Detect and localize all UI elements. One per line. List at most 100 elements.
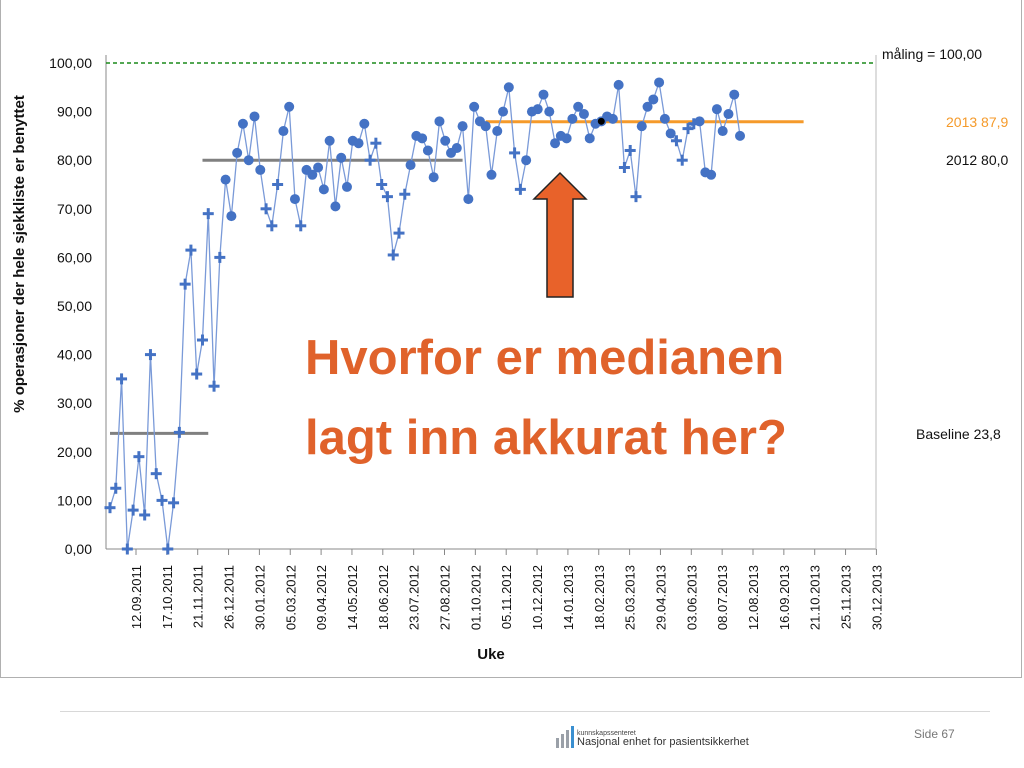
logo-small-text: kunnskapssenteret	[577, 730, 636, 737]
data-point	[359, 118, 370, 129]
series-line	[109, 82, 741, 550]
data-point	[226, 211, 237, 222]
data-point	[353, 138, 364, 149]
y-tick-label: 70,00	[57, 201, 92, 217]
data-point-cross	[370, 137, 382, 149]
data-point-cross	[381, 191, 393, 203]
y-tick-label: 0,00	[65, 541, 92, 557]
x-tick-label: 16.09.2013	[777, 565, 792, 630]
data-point	[498, 106, 509, 117]
data-point	[578, 109, 589, 120]
data-point	[289, 194, 300, 205]
data-point	[463, 194, 474, 205]
data-point	[486, 169, 497, 180]
data-point	[428, 172, 439, 183]
data-point-cross	[266, 220, 278, 232]
data-point-cross	[676, 154, 688, 166]
data-point-cross	[168, 497, 180, 509]
data-point	[417, 133, 428, 144]
data-point-cross	[104, 502, 116, 514]
reference-labels: måling = 100,00 2013 87,9 2012 80,0 Base…	[882, 46, 1008, 442]
slide-frame	[0, 0, 1022, 678]
y-tick-label: 80,00	[57, 152, 92, 168]
data-point-cross	[179, 278, 191, 290]
data-point	[232, 147, 243, 158]
x-tick-label: 12.09.2011	[129, 565, 144, 629]
data-point	[735, 130, 746, 141]
footer-divider	[60, 711, 990, 712]
data-point-cross	[121, 543, 133, 555]
data-point	[538, 89, 549, 100]
data-point	[330, 201, 341, 212]
run-chart: 0,00 10,00 20,00 30,00 40,00 50,00 60,00 70,00 8…	[11, 46, 1008, 663]
data-point	[550, 138, 561, 149]
data-point	[532, 104, 543, 115]
data-point	[665, 128, 676, 139]
series-group	[104, 77, 746, 555]
data-point	[480, 121, 491, 132]
baseline-label: Baseline 23,8	[916, 426, 1001, 442]
data-point-cross	[630, 191, 642, 203]
data-point-cross	[116, 373, 128, 385]
data-point	[521, 155, 532, 166]
x-ticks: 12.09.2011 17.10.2011 21.11.2011 26.12.2011…	[129, 549, 884, 630]
question-line-1: Hvorfor er medianen	[305, 331, 784, 385]
x-tick-label: 30.01.2012	[252, 565, 267, 630]
data-point-cross	[202, 208, 214, 220]
data-point	[318, 184, 329, 195]
data-point	[220, 174, 231, 185]
x-tick-label: 03.06.2013	[684, 565, 699, 630]
data-point	[706, 169, 717, 180]
data-point	[405, 160, 416, 171]
data-point-cross	[214, 251, 226, 263]
data-point	[336, 152, 347, 163]
x-axis-title: Uke	[477, 646, 505, 663]
data-point	[243, 155, 254, 166]
data-point	[544, 106, 555, 117]
x-tick-label: 09.04.2012	[314, 565, 329, 630]
data-point-cross	[133, 451, 145, 463]
question-line-2: lagt inn akkurat her?	[305, 411, 787, 465]
data-point	[584, 133, 595, 144]
x-tick-label: 27.08.2012	[438, 565, 453, 630]
data-point-cross	[156, 494, 168, 506]
data-point	[723, 109, 734, 120]
data-point	[503, 82, 514, 93]
data-point	[434, 116, 445, 127]
x-tick-label: 14.01.2013	[561, 565, 576, 630]
data-point	[561, 133, 572, 144]
data-point	[307, 169, 318, 180]
y-tick-label: 90,00	[57, 104, 92, 120]
data-point-cross	[295, 220, 307, 232]
x-tick-label: 30.12.2013	[869, 565, 884, 630]
data-point-cross	[185, 244, 197, 256]
highlight-point	[597, 117, 605, 125]
data-point	[422, 145, 433, 156]
data-point	[440, 135, 451, 146]
y-tick-label: 100,00	[49, 55, 92, 71]
plot-area	[105, 55, 877, 550]
page-number: Side 67	[914, 727, 955, 741]
data-point	[636, 121, 647, 132]
data-point	[469, 101, 480, 112]
data-point	[659, 113, 670, 124]
data-point-cross	[514, 183, 526, 195]
x-tick-label: 05.03.2012	[283, 565, 298, 630]
data-point-cross	[150, 468, 162, 480]
target-line-label: måling = 100,00	[882, 46, 982, 62]
data-point	[729, 89, 740, 100]
x-tick-label: 08.07.2013	[715, 565, 730, 630]
data-point-cross	[191, 368, 203, 380]
x-tick-label: 21.10.2013	[808, 565, 823, 630]
data-point-cross	[139, 509, 151, 521]
x-tick-label: 18.02.2013	[592, 565, 607, 630]
data-point-cross	[682, 123, 694, 135]
data-point	[717, 126, 728, 137]
data-point	[642, 101, 653, 112]
organization-logo: kunnskapssenteret Nasjonal enhet for pas…	[556, 722, 749, 748]
data-point	[492, 126, 503, 137]
data-point-cross	[127, 504, 139, 516]
data-point-cross	[618, 161, 630, 173]
data-point	[284, 101, 295, 112]
data-point-cross	[272, 179, 284, 190]
